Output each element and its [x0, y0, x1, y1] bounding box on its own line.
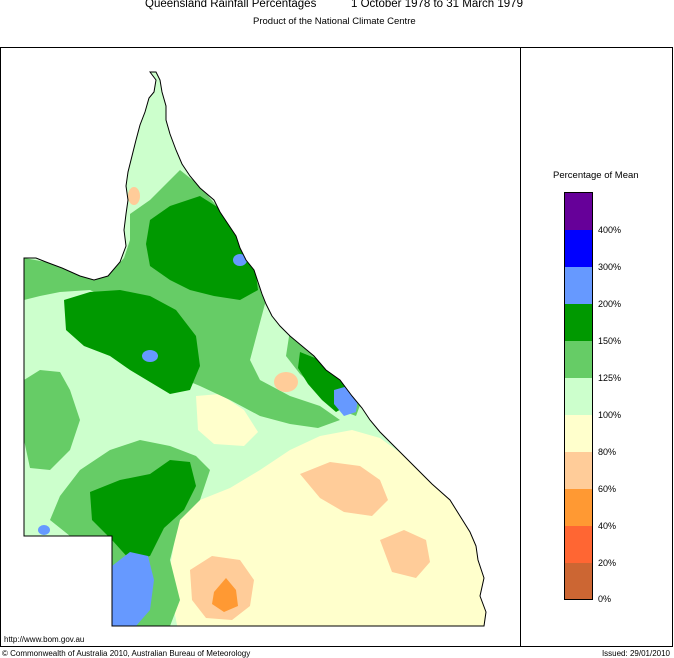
legend-label-0: 0% — [598, 594, 612, 604]
legend-label-300: 300% — [598, 262, 622, 272]
zone-light-blue-gulf — [142, 350, 158, 362]
legend-label-20: 20% — [598, 558, 617, 568]
zone-orange-south-east — [380, 530, 430, 578]
legend-swatch-80 — [565, 415, 592, 452]
legend-label-150: 150% — [598, 336, 622, 346]
issued-date: Issued: 29/01/2010 — [601, 649, 670, 658]
legend-swatch-125 — [565, 341, 592, 378]
map-period: 1 October 1978 to 31 March 1979 — [351, 0, 523, 10]
zone-light-blue-south-west — [112, 552, 154, 626]
legend-title: Percentage of Mean — [553, 170, 639, 181]
legend-label-200: 200% — [598, 299, 622, 309]
zone-light-blue-cape — [233, 254, 247, 266]
queensland-rainfall-map — [23, 71, 487, 627]
legend-label-40: 40% — [598, 521, 617, 531]
legend-swatch-60 — [565, 452, 592, 489]
zone-orange-north-coast — [274, 372, 298, 392]
legend-label-60: 60% — [598, 484, 617, 494]
copyright-notice: © Commonwealth of Australia 2010, Austra… — [2, 649, 251, 658]
zone-orange-cape — [128, 187, 140, 205]
zone-dark-green-south-west — [90, 460, 196, 560]
legend-swatch-400 — [565, 193, 592, 230]
map-title: Queensland Rainfall Percentages — [145, 0, 317, 10]
map-frame — [0, 47, 673, 647]
legend-swatch-0 — [565, 563, 592, 599]
zone-green-west — [24, 370, 80, 470]
zone-light-blue-west — [38, 525, 50, 535]
legend-label-400: 400% — [598, 225, 622, 235]
legend-label-100: 100% — [598, 410, 622, 420]
legend-label-125: 125% — [598, 373, 622, 383]
legend-swatch-150 — [565, 304, 592, 341]
map-title-row: Queensland Rainfall Percentages 1 Octobe… — [0, 0, 674, 14]
zone-dark-green-gulf — [64, 290, 200, 394]
zone-orange-central — [300, 462, 388, 516]
map-subtitle: Product of the National Climate Centre — [253, 16, 416, 27]
legend-label-80: 80% — [598, 447, 617, 457]
zone-yellow-central — [196, 394, 258, 446]
zone-dark-orange-south — [212, 578, 238, 612]
bom-url-link[interactable]: http://www.bom.gov.au — [4, 635, 85, 644]
legend-color-bar — [564, 192, 593, 600]
legend-divider — [520, 47, 521, 647]
zone-green-cape — [24, 170, 340, 428]
legend-swatch-100 — [565, 378, 592, 415]
legend-swatch-200 — [565, 267, 592, 304]
legend-swatch-300 — [565, 230, 592, 267]
legend-swatch-20 — [565, 526, 592, 563]
queensland-outline — [23, 71, 487, 627]
legend-swatch-40 — [565, 489, 592, 526]
